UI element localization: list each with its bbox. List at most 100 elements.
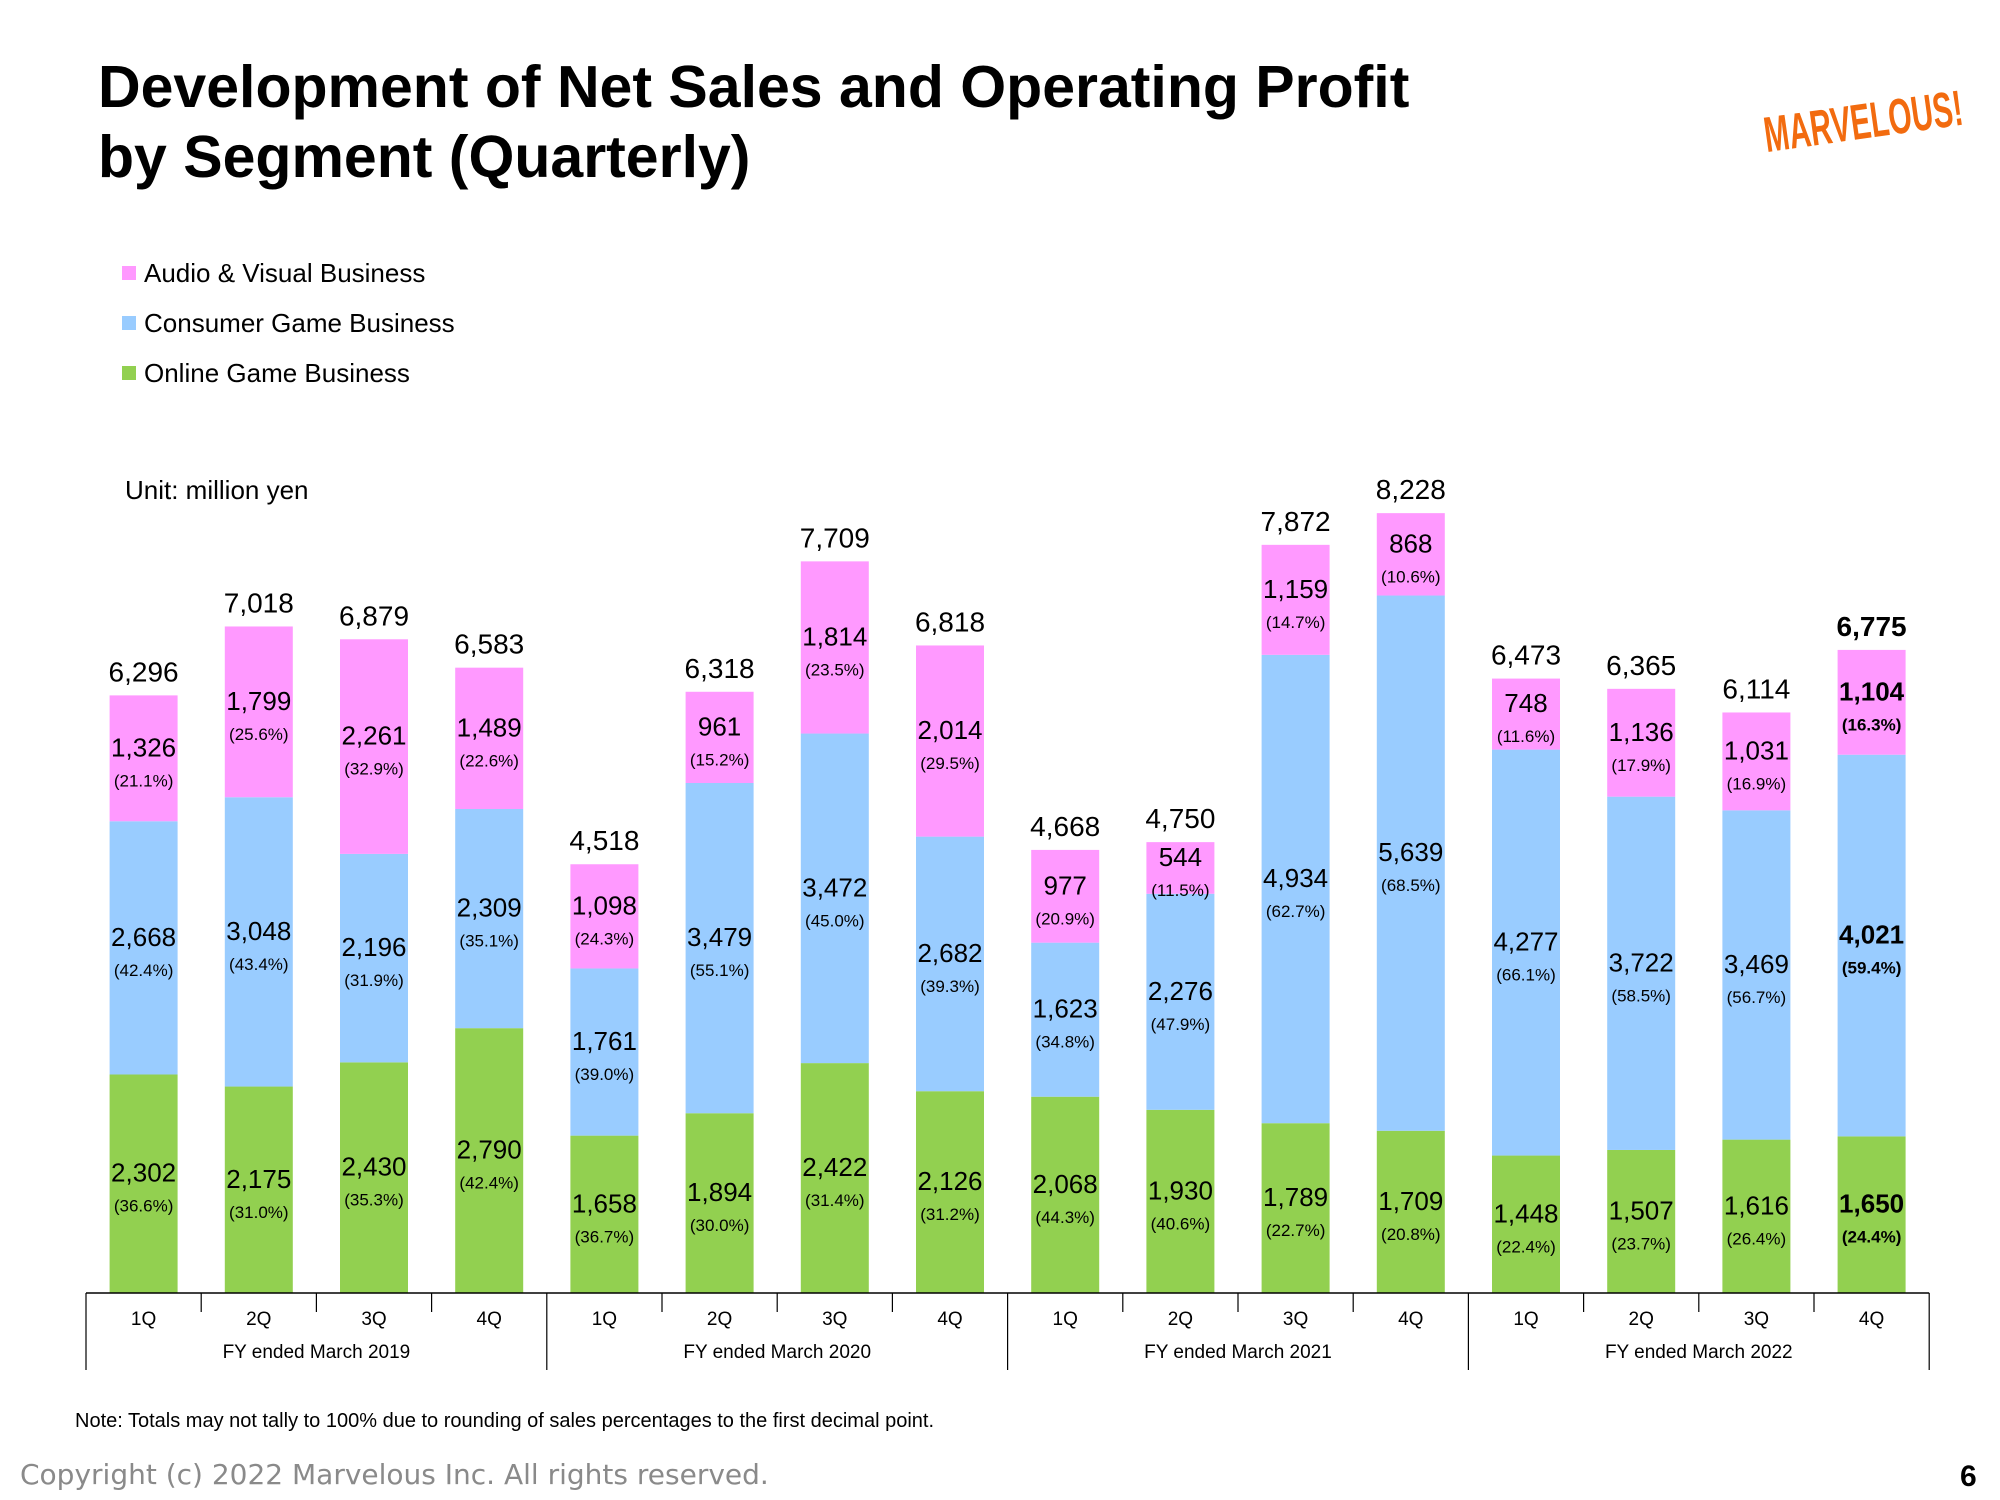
label-value-online-game-11: 1,789 [1263, 1182, 1328, 1212]
label-value-online-game-10: 1,930 [1148, 1175, 1213, 1205]
label-value-consumer-game-16: 4,021 [1839, 920, 1904, 950]
x-tick-label-6: 2Q [707, 1309, 732, 1330]
label-percent-consumer-game-13: (66.1%) [1496, 966, 1556, 985]
label-value-online-game-9: 2,068 [1033, 1169, 1098, 1199]
label-value-audio-visual-7: 1,814 [802, 621, 867, 651]
label-value-audio-visual-13: 748 [1504, 688, 1547, 718]
bar-audio-visual-2 [224, 626, 293, 798]
label-percent-online-game-15: (26.4%) [1727, 1229, 1787, 1248]
x-group-label-4: FY ended March 2022 [1605, 1342, 1793, 1363]
label-value-online-game-12: 1,709 [1378, 1186, 1443, 1216]
label-percent-online-game-3: (35.3%) [344, 1191, 404, 1210]
label-value-audio-visual-2: 1,799 [226, 686, 291, 716]
x-tick-label-13: 1Q [1513, 1309, 1538, 1330]
label-percent-consumer-game-6: (55.1%) [690, 961, 750, 980]
bar-consumer-game-12 [1376, 595, 1445, 1131]
label-value-consumer-game-12: 5,639 [1378, 837, 1443, 867]
label-value-consumer-game-8: 2,682 [917, 938, 982, 968]
bar-online-game-11 [1261, 1123, 1330, 1293]
label-percent-audio-visual-13: (11.6%) [1497, 727, 1555, 746]
bar-online-game-10 [1146, 1109, 1215, 1293]
label-percent-audio-visual-5: (24.3%) [575, 929, 635, 948]
x-tick-label-9: 1Q [1053, 1309, 1078, 1330]
bar-consumer-game-14 [1607, 796, 1676, 1150]
chart-legend: Audio & Visual Business Consumer Game Bu… [122, 248, 455, 398]
bar-online-game-15 [1722, 1139, 1791, 1293]
unit-label: Unit: million yen [125, 475, 309, 505]
label-total-13: 6,473 [1491, 640, 1561, 671]
bar-consumer-game-13 [1492, 749, 1560, 1156]
label-total-2: 7,018 [224, 587, 294, 618]
bar-audio-visual-13 [1492, 678, 1560, 750]
x-tick-label-14: 2Q [1629, 1309, 1654, 1330]
x-tick-label-12: 4Q [1398, 1309, 1423, 1330]
bar-audio-visual-7 [800, 561, 869, 734]
label-value-online-game-8: 2,126 [917, 1166, 982, 1196]
label-value-audio-visual-10: 544 [1159, 842, 1202, 872]
bar-consumer-game-3 [340, 853, 408, 1063]
bar-online-game-4 [455, 1028, 524, 1293]
bar-audio-visual-1 [109, 695, 178, 822]
bar-online-game-16 [1837, 1136, 1906, 1293]
x-tick-label-7: 3Q [822, 1309, 847, 1330]
x-tick-label-16: 4Q [1859, 1309, 1884, 1330]
label-value-consumer-game-13: 4,277 [1493, 927, 1558, 957]
label-percent-online-game-4: (42.4%) [459, 1174, 519, 1193]
bar-consumer-game-8 [916, 836, 984, 1092]
label-percent-audio-visual-2: (25.6%) [229, 725, 289, 744]
label-value-consumer-game-15: 3,469 [1724, 949, 1789, 979]
label-total-14: 6,365 [1606, 650, 1676, 681]
label-percent-audio-visual-3: (32.9%) [344, 760, 404, 779]
legend-swatch-audio-visual [122, 266, 136, 280]
x-tick-label-2: 2Q [246, 1309, 271, 1330]
x-group-label-2: FY ended March 2020 [683, 1342, 871, 1363]
x-tick-label-11: 3Q [1283, 1309, 1308, 1330]
label-value-audio-visual-16: 1,104 [1839, 676, 1905, 706]
bar-consumer-game-11 [1261, 654, 1330, 1124]
label-percent-audio-visual-6: (15.2%) [690, 750, 750, 769]
label-percent-consumer-game-3: (31.9%) [344, 971, 404, 990]
label-value-consumer-game-9: 1,623 [1033, 994, 1098, 1024]
label-total-9: 4,668 [1030, 811, 1100, 842]
label-percent-consumer-game-9: (34.8%) [1035, 1033, 1095, 1052]
title-line-1: Development of Net Sales and Operating P… [98, 54, 1410, 120]
bar-audio-visual-12 [1376, 513, 1445, 596]
label-value-consumer-game-4: 2,309 [457, 893, 522, 923]
label-value-online-game-1: 2,302 [111, 1158, 176, 1188]
bar-online-game-8 [916, 1091, 984, 1293]
bar-audio-visual-8 [916, 645, 984, 837]
page-number: 6 [1960, 1460, 1977, 1493]
bar-online-game-7 [800, 1063, 869, 1293]
bar-consumer-game-16 [1837, 754, 1906, 1137]
label-value-online-game-7: 2,422 [802, 1152, 867, 1182]
label-percent-consumer-game-7: (45.0%) [805, 911, 865, 930]
label-percent-online-game-8: (31.2%) [920, 1205, 980, 1224]
label-percent-consumer-game-12: (68.5%) [1381, 876, 1441, 895]
legend-swatch-consumer-game [122, 316, 136, 330]
legend-label-consumer-game: Consumer Game Business [144, 307, 455, 338]
label-value-consumer-game-11: 4,934 [1263, 863, 1328, 893]
label-value-audio-visual-3: 2,261 [341, 721, 406, 751]
bar-online-game-1 [109, 1074, 178, 1293]
legend-item-consumer-game: Consumer Game Business [122, 298, 455, 348]
label-percent-consumer-game-14: (58.5%) [1611, 986, 1671, 1005]
label-percent-online-game-11: (22.7%) [1266, 1221, 1326, 1240]
label-value-audio-visual-9: 977 [1044, 870, 1087, 900]
label-percent-consumer-game-4: (35.1%) [459, 932, 519, 951]
label-percent-online-game-13: (22.4%) [1496, 1237, 1556, 1256]
label-percent-audio-visual-1: (21.1%) [114, 771, 174, 790]
label-value-audio-visual-6: 961 [698, 711, 741, 741]
label-value-audio-visual-5: 1,098 [572, 890, 637, 920]
label-total-12: 8,228 [1376, 474, 1446, 505]
label-percent-audio-visual-11: (14.7%) [1266, 613, 1326, 632]
legend-item-audio-visual: Audio & Visual Business [122, 248, 455, 298]
label-value-online-game-14: 1,507 [1609, 1195, 1674, 1225]
label-total-15: 6,114 [1722, 673, 1790, 704]
label-value-consumer-game-5: 1,761 [572, 1026, 637, 1056]
bar-consumer-game-4 [455, 809, 524, 1029]
bar-consumer-game-5 [570, 968, 639, 1136]
bar-online-game-2 [224, 1086, 293, 1293]
bar-audio-visual-11 [1261, 544, 1330, 655]
label-percent-audio-visual-10: (11.5%) [1151, 881, 1209, 900]
label-percent-consumer-game-15: (56.7%) [1727, 988, 1787, 1007]
